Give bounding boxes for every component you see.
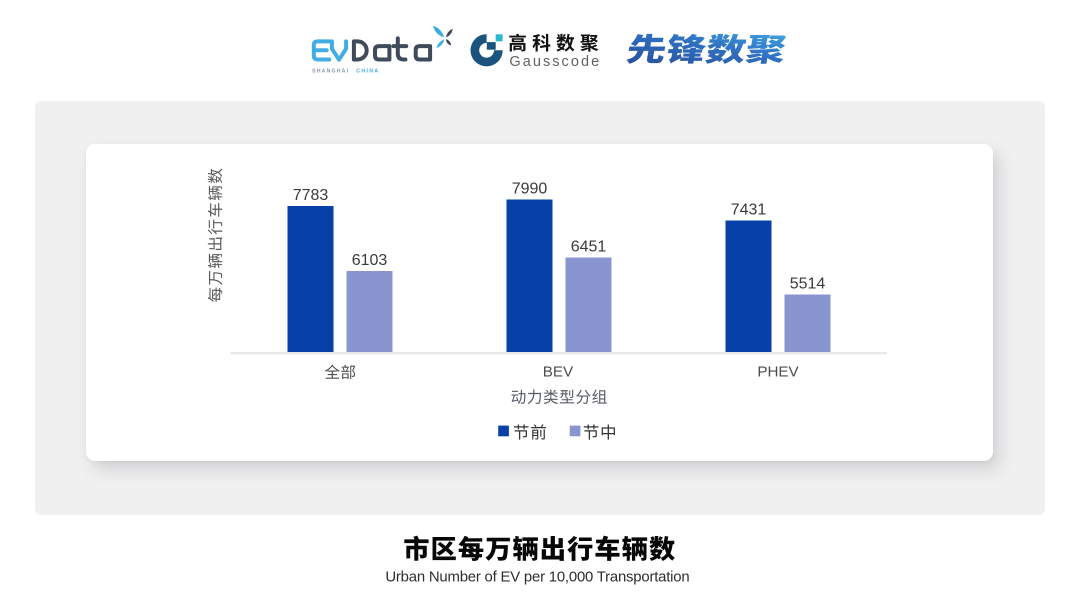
svg-text:SHANGHAI: SHANGHAI xyxy=(312,68,349,74)
svg-text:CHINA: CHINA xyxy=(356,68,379,74)
svg-text:5514: 5514 xyxy=(790,275,826,292)
svg-text:7990: 7990 xyxy=(512,180,548,197)
svg-text:6451: 6451 xyxy=(571,238,607,255)
svg-text:Gausscode: Gausscode xyxy=(509,54,601,70)
svg-text:7783: 7783 xyxy=(293,187,329,204)
svg-text:BEV: BEV xyxy=(543,363,574,380)
svg-text:6103: 6103 xyxy=(352,252,388,269)
svg-text:Urban Number of EV per 10,000: Urban Number of EV per 10,000 Transporta… xyxy=(385,569,689,585)
svg-text:7431: 7431 xyxy=(731,201,767,218)
svg-text:PHEV: PHEV xyxy=(757,363,799,380)
